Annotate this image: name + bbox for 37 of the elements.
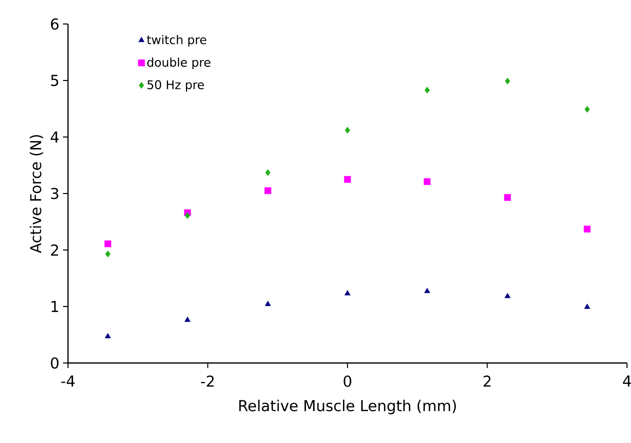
legend-label: 50 Hz pre	[148, 80, 204, 92]
x-tick-label: 0	[344, 376, 352, 387]
y-tick-label: 3	[51, 188, 58, 200]
point	[424, 288, 430, 294]
point	[264, 300, 271, 306]
point	[344, 176, 351, 183]
y-tick-label: 5	[51, 74, 58, 86]
point	[104, 240, 112, 248]
point	[424, 178, 431, 186]
point	[104, 333, 111, 338]
point	[184, 316, 190, 322]
x-tick-label: 2	[484, 376, 491, 387]
point	[504, 292, 510, 298]
point	[265, 169, 270, 176]
point	[424, 86, 430, 94]
point	[105, 250, 110, 258]
x-axis-title: Relative Muscle Length (mm)	[239, 400, 456, 414]
y-tick-label: 4	[50, 132, 59, 142]
y-tick-label: 2	[51, 244, 58, 256]
point	[264, 187, 272, 194]
legend-label: double pre	[147, 58, 210, 70]
point	[584, 226, 591, 232]
x-tick-label: 4	[622, 376, 631, 386]
y-tick-label: 6	[50, 18, 59, 30]
point	[584, 106, 590, 113]
x-tick-label: -4	[61, 376, 75, 386]
point	[184, 212, 190, 219]
legend-label: twitch pre	[146, 34, 206, 47]
x-tick-label: -2	[201, 376, 214, 387]
y-axis-title: Active Force (N)	[30, 135, 44, 254]
point	[344, 290, 350, 296]
point	[504, 78, 510, 84]
point	[344, 126, 350, 134]
y-tick-label: 0	[50, 357, 58, 369]
point	[584, 304, 590, 309]
point	[504, 194, 511, 201]
y-tick-label: 1	[52, 301, 58, 312]
